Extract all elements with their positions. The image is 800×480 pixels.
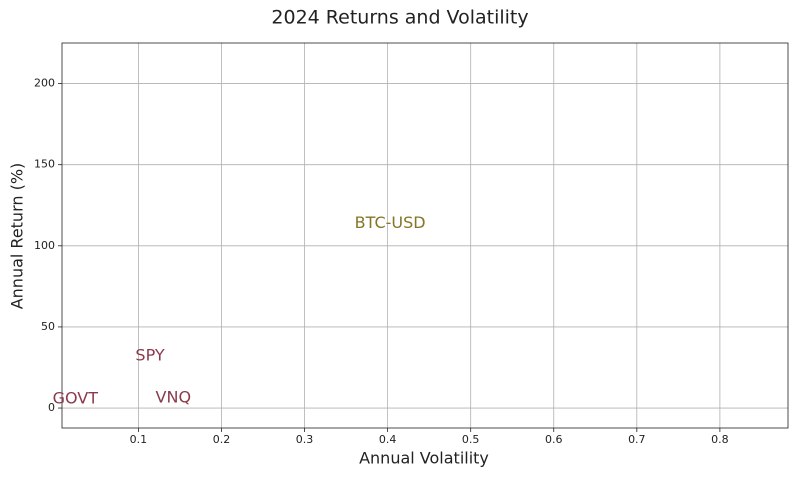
plot-frame [61,42,789,429]
x-tick-label: 0.4 [379,433,397,446]
x-tick-label: 0.7 [628,433,646,446]
y-axis-label: Annual Return (%) [8,163,27,310]
point-label: VNQ [156,387,192,406]
point-label: BTC-USD [355,213,426,232]
point-label: GOVT [53,388,99,407]
chart-title: 2024 Returns and Volatility [271,7,528,29]
y-tick-label: 200 [34,77,55,90]
x-tick-label: 0.6 [545,433,563,446]
x-tick-label: 0.8 [711,433,729,446]
x-tick-label: 0.3 [296,433,314,446]
x-tick-label: 0.5 [462,433,480,446]
x-tick-label: 0.1 [130,433,148,446]
y-tick-label: 100 [34,239,55,252]
x-axis-label: Annual Volatility [359,449,489,468]
y-tick-label: 50 [41,320,55,333]
y-tick-label: 0 [48,401,55,414]
y-tick-label: 150 [34,158,55,171]
x-tick-label: 0.2 [213,433,231,446]
point-label: SPY [135,346,164,365]
